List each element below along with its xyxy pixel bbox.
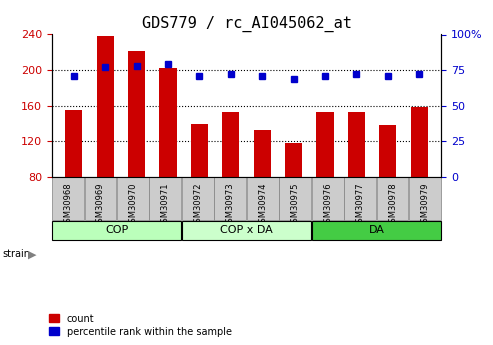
Bar: [52, 177, 84, 220]
Legend: count, percentile rank within the sample: count, percentile rank within the sample: [49, 314, 232, 337]
Bar: [411, 108, 428, 177]
Bar: [409, 177, 441, 220]
Bar: [344, 177, 376, 220]
Text: GSM30978: GSM30978: [388, 182, 397, 228]
Bar: [377, 177, 409, 220]
Bar: [149, 177, 181, 220]
Bar: [65, 110, 82, 177]
Bar: [285, 143, 302, 177]
Text: GSM30970: GSM30970: [128, 182, 138, 228]
Bar: [312, 221, 441, 240]
Bar: [182, 221, 311, 240]
Bar: [348, 112, 365, 177]
Bar: [52, 221, 181, 240]
Bar: [253, 130, 271, 177]
Text: DA: DA: [368, 225, 384, 235]
Bar: [317, 112, 334, 177]
Bar: [84, 177, 116, 220]
Text: ▶: ▶: [28, 250, 36, 259]
Bar: [279, 177, 311, 220]
Text: COP x DA: COP x DA: [220, 225, 273, 235]
Bar: [247, 177, 279, 220]
Text: COP: COP: [105, 225, 128, 235]
Bar: [222, 112, 240, 177]
Text: GSM30975: GSM30975: [291, 182, 300, 228]
Text: GSM30969: GSM30969: [96, 182, 105, 228]
Bar: [182, 177, 214, 220]
Bar: [128, 50, 145, 177]
Bar: [379, 125, 396, 177]
Text: strain: strain: [2, 249, 31, 258]
Text: GSM30974: GSM30974: [258, 182, 267, 228]
Text: GDS779 / rc_AI045062_at: GDS779 / rc_AI045062_at: [141, 16, 352, 32]
Text: GSM30973: GSM30973: [226, 182, 235, 228]
Bar: [159, 68, 176, 177]
Bar: [97, 36, 114, 177]
Bar: [117, 177, 149, 220]
Bar: [312, 177, 344, 220]
Bar: [214, 177, 246, 220]
Text: GSM30977: GSM30977: [355, 182, 365, 228]
Bar: [191, 124, 208, 177]
Text: GSM30972: GSM30972: [193, 182, 202, 228]
Text: GSM30976: GSM30976: [323, 182, 332, 228]
Text: GSM30971: GSM30971: [161, 182, 170, 228]
Text: GSM30979: GSM30979: [421, 182, 429, 228]
Text: GSM30968: GSM30968: [64, 182, 72, 228]
